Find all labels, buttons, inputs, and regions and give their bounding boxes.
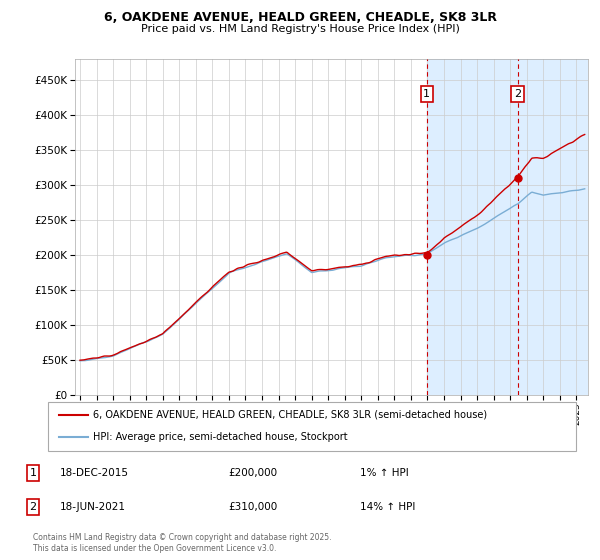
Bar [427, 59, 593, 395]
Text: HPI: Average price, semi-detached house, Stockport: HPI: Average price, semi-detached house,… [93, 432, 347, 442]
Text: £200,000: £200,000 [228, 468, 277, 478]
Text: £310,000: £310,000 [228, 502, 277, 512]
Text: 6, OAKDENE AVENUE, HEALD GREEN, CHEADLE, SK8 3LR (semi-detached house): 6, OAKDENE AVENUE, HEALD GREEN, CHEADLE,… [93, 410, 487, 420]
Text: 1: 1 [424, 89, 430, 99]
Text: 2: 2 [514, 89, 521, 99]
Text: 2: 2 [29, 502, 37, 512]
Text: Price paid vs. HM Land Registry's House Price Index (HPI): Price paid vs. HM Land Registry's House … [140, 24, 460, 34]
Text: 18-JUN-2021: 18-JUN-2021 [60, 502, 126, 512]
Text: 14% ↑ HPI: 14% ↑ HPI [360, 502, 415, 512]
Text: 1% ↑ HPI: 1% ↑ HPI [360, 468, 409, 478]
Text: Contains HM Land Registry data © Crown copyright and database right 2025.
This d: Contains HM Land Registry data © Crown c… [33, 534, 331, 553]
FancyBboxPatch shape [48, 402, 576, 451]
Text: 6, OAKDENE AVENUE, HEALD GREEN, CHEADLE, SK8 3LR: 6, OAKDENE AVENUE, HEALD GREEN, CHEADLE,… [104, 11, 497, 25]
Text: 18-DEC-2015: 18-DEC-2015 [60, 468, 129, 478]
Text: 1: 1 [29, 468, 37, 478]
